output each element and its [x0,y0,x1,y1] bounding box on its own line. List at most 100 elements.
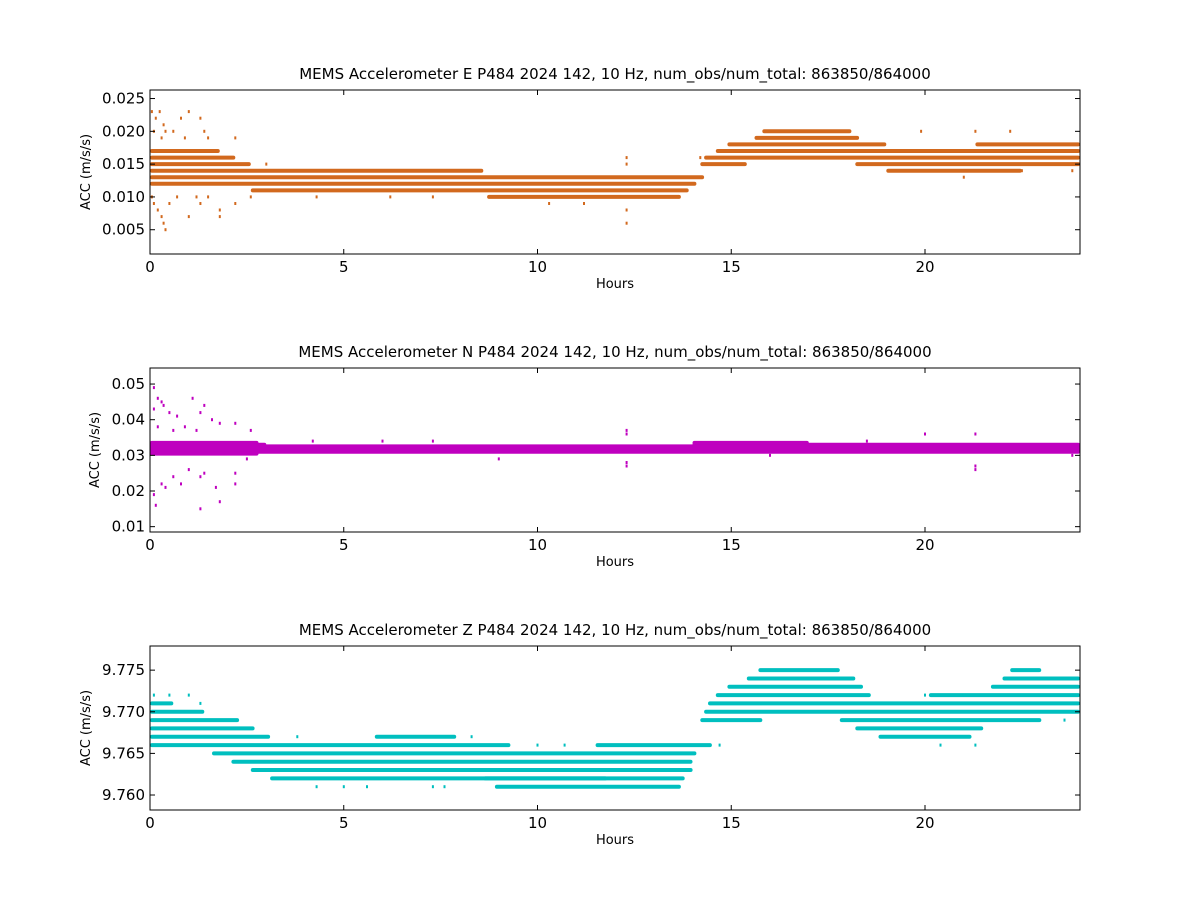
sample-point [199,507,202,511]
sample-point [234,471,237,475]
sample-band [150,701,174,706]
sample-point [245,457,248,461]
sample-point [974,743,977,747]
sample-point [1071,169,1074,173]
sample-point [315,785,318,789]
sample-point [381,439,384,443]
sample-point [176,195,179,199]
sample-band [150,162,251,167]
sample-point [172,475,175,479]
sample-band [878,734,972,739]
sample-band [150,168,484,173]
sample-point [218,208,221,212]
sample-point [234,421,237,425]
sample-band [150,155,236,160]
y-axis-label: ACC (m/s/s) [88,412,103,488]
sample-point [162,221,165,225]
sample-point [211,418,213,422]
sample-point [625,428,628,432]
x-tick-label: 15 [722,814,741,832]
sample-band [990,684,1080,689]
chart-title: MEMS Accelerometer N P484 2024 142, 10 H… [298,343,931,362]
sample-point [699,156,702,160]
sample-point [187,693,190,697]
sample-point [156,208,159,212]
sample-point [249,428,252,432]
sample-band [250,188,689,193]
sample-band [928,693,1080,698]
sample-point [497,457,500,461]
sample-point [974,432,977,436]
panel-n: MEMS Accelerometer N P484 2024 142, 10 H… [88,343,1081,570]
sample-point [625,156,628,160]
sample-point [431,195,434,199]
sample-point [470,735,473,739]
sample-point [962,693,965,697]
sample-point [162,403,165,407]
sample-band [1002,676,1080,681]
sample-point [168,411,171,415]
sample-point [168,202,171,205]
sample-point [195,195,198,199]
y-tick-label: 0.005 [102,221,145,239]
sample-point [180,116,182,120]
sample-band [975,142,1080,147]
sample-point [234,482,237,486]
sample-point [769,453,771,457]
sample-point [199,411,202,415]
sample-point [974,468,977,472]
sample-point [431,785,434,789]
y-tick-label: 9.760 [102,786,145,804]
x-tick-label: 5 [339,814,349,832]
sample-band [727,142,887,147]
sample-band [855,162,1081,167]
sample-point [974,464,977,468]
sample-band [692,440,809,445]
sample-point [234,136,237,140]
data-marks [150,386,1080,511]
x-tick-label: 5 [339,258,349,276]
sample-point [625,208,628,212]
sample-point [366,785,368,789]
sample-point [183,425,186,429]
sample-point [152,386,155,390]
sample-point [156,425,159,429]
x-tick-label: 15 [722,536,741,554]
sample-point [191,396,194,400]
sample-point [865,439,868,443]
sample-point [218,500,221,504]
x-tick-label: 10 [528,258,547,276]
sample-band [150,149,220,153]
sample-point [315,195,318,199]
sample-band [704,709,1080,714]
sample-band [150,709,205,714]
sample-point [1071,453,1074,457]
sample-point [164,228,167,232]
sample-point [265,162,268,166]
panel-z: MEMS Accelerometer Z P484 2024 142, 10 H… [79,621,1081,848]
sample-band [746,676,856,681]
sample-band [886,168,1022,173]
sample-point [276,188,279,192]
sample-point [234,202,237,205]
sample-point [548,202,551,205]
sample-point [180,482,182,486]
x-tick-label: 0 [145,814,155,832]
sample-band [700,718,763,723]
sample-point [203,471,206,475]
y-axis-label: ACC (m/s/s) [79,690,94,766]
sample-point [939,743,942,747]
sample-point [154,116,157,120]
sample-point [583,202,585,205]
sample-point [172,129,175,133]
sample-point [160,136,163,140]
y-tick-label: 0.01 [112,518,145,536]
sample-band [150,451,259,456]
x-axis-label: Hours [596,833,634,848]
sample-point [924,693,926,697]
sample-band [212,751,697,756]
sample-point [199,475,202,479]
sample-point [920,129,923,133]
sample-point [152,693,155,697]
x-tick-label: 20 [915,258,934,276]
